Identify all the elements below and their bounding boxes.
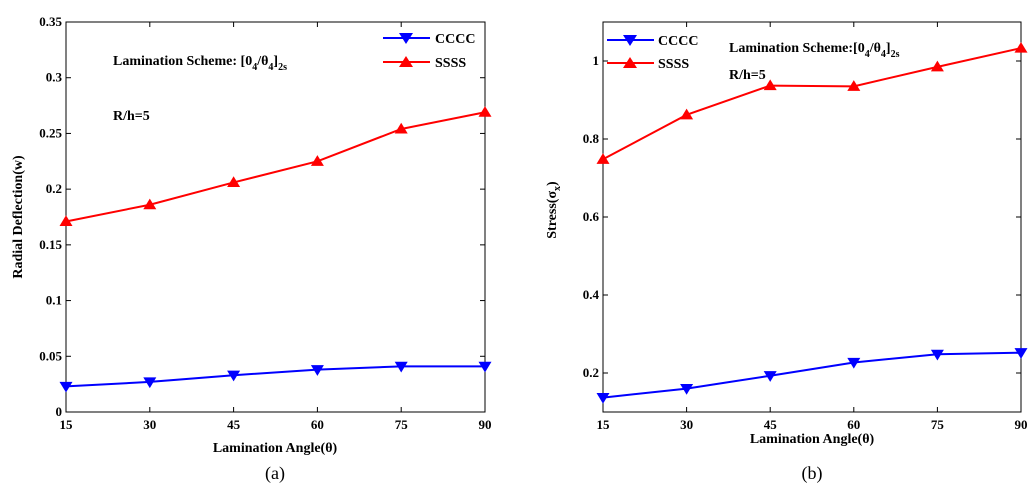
pa-y-tick-label: 0.3: [46, 70, 63, 85]
panel-b-legend-cccc-label: CCCC: [658, 34, 698, 49]
pa-x-tick-label: 90: [479, 417, 492, 432]
pb-y-tick-label: 0.4: [583, 287, 600, 302]
pa-series-ssss-point: [310, 155, 324, 166]
pa-series-cccc-point: [227, 370, 241, 382]
pb-series-cccc-point: [596, 393, 610, 404]
pa-y-tick-label: 0.05: [39, 348, 62, 363]
panel-a-x-axis-label: Lamination Angle(θ): [213, 441, 338, 456]
pa-x-tick-label: 75: [395, 417, 409, 432]
pa-series-cccc-point: [478, 361, 492, 373]
pb-x-tick-label: 75: [931, 417, 945, 432]
pa-y-tick-label: 0.25: [39, 125, 62, 140]
pa-series-ssss-point: [143, 198, 157, 210]
pb-series-cccc-point: [763, 371, 777, 382]
pa-y-tick-label: 0.1: [46, 293, 62, 308]
panel-a-legend: CCCC SSSS: [383, 32, 475, 71]
panel-a-ratio: R/h=5: [113, 109, 150, 124]
pb-y-tick-label: 0.6: [583, 209, 600, 224]
pa-y-tick-label: 0.2: [46, 181, 62, 196]
panel-a-x-ticks: 15 30 45 60 75 90: [60, 22, 492, 432]
pa-x-tick-label: 30: [143, 417, 156, 432]
pa-series-ssss-point: [59, 215, 73, 227]
panel-b-series: [596, 41, 1028, 404]
pa-series-cccc-point: [394, 361, 408, 373]
panel-b-x-axis-label: Lamination Angle(θ): [750, 432, 875, 447]
pb-series-ssss-point: [847, 80, 861, 91]
panel-b-y-ticks: 0.2 0.4 0.6 0.8 1: [583, 53, 1021, 380]
panel-a-plot-frame: [65, 21, 486, 413]
panel-a-y-ticks: 0 0.05 0.1 0.15 0.2 0.25 0.3 0.35: [39, 14, 485, 419]
panel-b-legend-ssss-label: SSSS: [658, 57, 689, 72]
pb-series-cccc-point: [1014, 348, 1028, 359]
panel-a-series: [59, 106, 492, 393]
panel-a-legend-cccc-marker: [399, 33, 413, 44]
pb-series-cccc-point: [930, 349, 944, 361]
pb-series-ssss-point: [763, 79, 777, 91]
panel-b-caption: (b): [802, 463, 823, 484]
pa-series-ssss-point: [227, 176, 241, 188]
pb-series-ssss-point: [1014, 41, 1028, 53]
panel-b-legend-ssss-marker: [623, 57, 637, 68]
pb-x-tick-label: 45: [764, 417, 778, 432]
pb-series-cccc-point: [680, 384, 694, 395]
panel-a-lamination-scheme: Lamination Scheme: [04/θ4]2s: [113, 54, 287, 73]
panel-a-legend-ssss-marker: [399, 56, 413, 67]
panel-b-legend: CCCC SSSS: [607, 34, 698, 72]
pb-x-tick-label: 30: [680, 417, 693, 432]
pa-x-tick-label: 60: [311, 417, 324, 432]
panel-a-y-axis-label: Radial Deflection(w): [11, 155, 26, 279]
panel-b-y-axis-label: Stress(σx): [545, 181, 563, 239]
pb-x-tick-label: 60: [847, 417, 860, 432]
panel-a-chart: 00.050.10.150.20.250.30.35 15 30 45 60 75 90 …: [11, 14, 492, 484]
panel-b-legend-cccc-marker: [623, 35, 637, 46]
panel-a-legend-cccc-label: CCCC: [435, 32, 475, 47]
pa-y-tick-label: 0.15: [39, 237, 62, 252]
pa-y-tick-label: 0.35: [39, 14, 62, 29]
pb-series-ssss-point: [680, 108, 694, 120]
panel-a-legend-ssss-label: SSSS: [435, 56, 466, 71]
pa-x-tick-label: 45: [227, 417, 241, 432]
pa-series-cccc-point: [59, 381, 73, 393]
pb-y-tick-label: 0.8: [583, 131, 600, 146]
pa-series-ssss-point: [394, 122, 408, 134]
pa-series-cccc-point: [310, 365, 324, 376]
pa-series-ssss-line: [65, 111, 486, 223]
pa-y-tick-label: 0: [56, 404, 63, 419]
pb-x-tick-label: 90: [1015, 417, 1028, 432]
pa-series-ssss-point: [478, 106, 492, 117]
panel-b-ratio: R/h=5: [729, 68, 766, 83]
pb-y-tick-label: 1: [593, 53, 600, 68]
pa-x-tick-label: 15: [60, 417, 74, 432]
pb-y-tick-label: 0.2: [583, 365, 599, 380]
pb-series-ssss-line: [602, 47, 1022, 161]
pb-series-ssss-point: [596, 153, 610, 164]
panel-b-chart: 0.2 0.4 0.6 0.8 1 15 30 45 60 75 90 Lamination An…: [545, 21, 1028, 484]
pb-x-tick-label: 15: [597, 417, 611, 432]
pa-series-cccc-point: [143, 377, 157, 389]
panel-b-lamination-scheme: Lamination Scheme:[04/θ4]2s: [729, 41, 900, 60]
pb-series-cccc-line: [602, 351, 1022, 399]
pb-series-cccc-point: [847, 357, 861, 369]
panel-b-x-ticks: 15 30 45 60 75 90: [597, 22, 1028, 432]
pb-series-ssss-point: [930, 60, 944, 72]
panel-a-caption: (a): [265, 463, 285, 484]
pa-series-cccc-line: [65, 365, 485, 388]
